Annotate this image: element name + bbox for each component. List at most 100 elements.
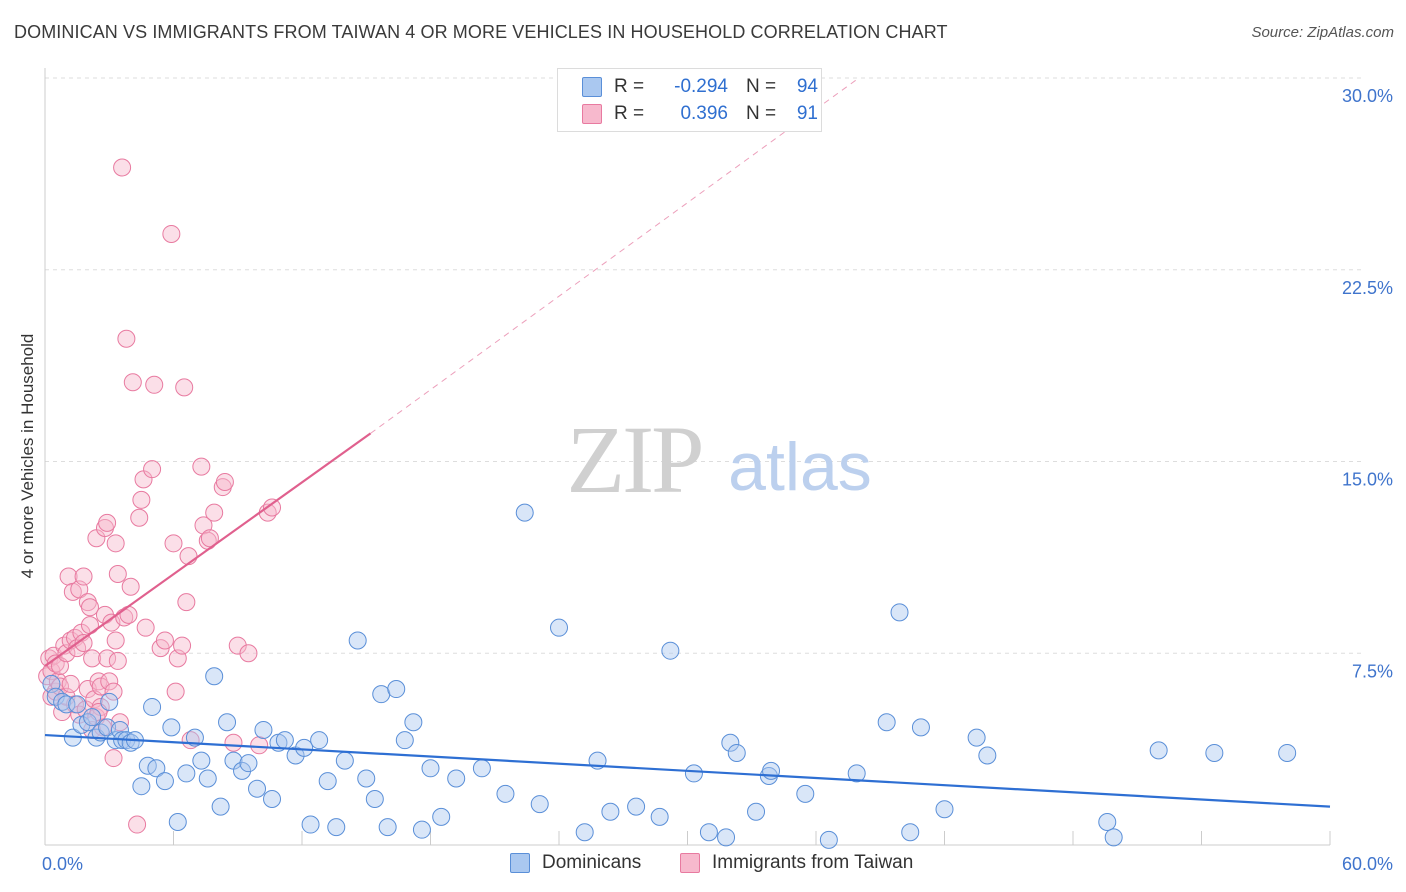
data-point-taiwan	[192, 457, 211, 476]
y-tick-label: 15.0%	[1342, 470, 1393, 490]
legend-r-value: 0.396	[680, 103, 728, 124]
data-point-taiwan	[239, 644, 258, 663]
data-point-taiwan	[128, 815, 147, 834]
data-point-dominicans	[263, 789, 282, 808]
data-point-taiwan	[132, 490, 151, 509]
data-point-dominicans	[650, 807, 669, 826]
data-point-dominicans	[335, 751, 354, 770]
data-point-dominicans	[530, 795, 549, 814]
data-point-taiwan	[83, 649, 102, 668]
data-point-dominicans	[177, 764, 196, 783]
chart-title: DOMINICAN VS IMMIGRANTS FROM TAIWAN 4 OR…	[14, 22, 948, 42]
data-point-dominicans	[717, 828, 736, 847]
y-tick-label: 22.5%	[1342, 278, 1393, 298]
data-point-taiwan	[143, 460, 162, 479]
data-point-dominicans	[515, 503, 534, 522]
data-point-dominicans	[627, 797, 646, 816]
data-point-dominicans	[472, 759, 491, 778]
data-point-dominicans	[1098, 812, 1117, 831]
data-point-taiwan	[166, 682, 185, 701]
grid-lines	[45, 77, 1365, 654]
data-point-taiwan	[108, 564, 127, 583]
data-point-dominicans	[357, 769, 376, 788]
data-point-taiwan	[100, 672, 119, 691]
legend-label-dominicans: Dominicans	[542, 852, 642, 873]
data-point-taiwan	[106, 534, 125, 553]
legend-n-value: 91	[796, 103, 818, 124]
data-point-taiwan	[123, 373, 142, 392]
data-point-taiwan	[173, 636, 192, 655]
trend-line-dominicans	[44, 733, 1331, 808]
data-point-taiwan	[162, 224, 181, 243]
data-point-dominicans	[254, 720, 273, 739]
data-point-taiwan	[224, 733, 243, 752]
data-point-dominicans	[295, 738, 314, 757]
data-point-taiwan	[175, 378, 194, 397]
data-point-dominicans	[575, 823, 594, 842]
data-point-dominicans	[847, 764, 866, 783]
legend-label-taiwan: Immigrants from Taiwan	[712, 852, 914, 873]
series-legend: Dominicans Immigrants from Taiwan	[0, 852, 1406, 878]
source-label: Source: ZipAtlas.com	[1251, 24, 1394, 41]
legend-row-taiwan: R = 0.396 N = 91	[582, 101, 818, 127]
data-point-dominicans	[318, 772, 337, 791]
data-point-dominicans	[935, 800, 954, 819]
data-point-dominicans	[372, 685, 391, 704]
data-point-taiwan	[155, 631, 174, 650]
data-point-dominicans	[147, 759, 166, 778]
y-tick-label: 30.0%	[1342, 86, 1393, 106]
data-point-dominicans	[211, 797, 230, 816]
data-point-taiwan	[136, 618, 155, 637]
data-point-dominicans	[661, 641, 680, 660]
y-tick-label: 7.5%	[1352, 661, 1393, 681]
data-point-taiwan	[98, 513, 117, 532]
x-tick-label-min: 0.0%	[42, 854, 83, 874]
data-point-dominicans	[143, 697, 162, 716]
data-point-taiwan	[80, 598, 99, 617]
data-point-dominicans	[550, 618, 568, 637]
data-point-dominicans	[796, 784, 815, 803]
data-point-dominicans	[721, 733, 740, 752]
data-point-taiwan	[177, 593, 196, 612]
data-point-dominicans	[155, 772, 174, 791]
data-point-dominicans	[301, 815, 320, 834]
data-point-taiwan	[263, 498, 282, 517]
data-point-taiwan	[130, 508, 149, 527]
legend-item-taiwan[interactable]: Immigrants from Taiwan	[680, 852, 913, 874]
data-point-dominicans	[447, 769, 466, 788]
legend-swatch-pink	[582, 104, 602, 124]
data-point-dominicans	[978, 746, 997, 765]
data-point-taiwan	[108, 651, 127, 670]
data-point-dominicans	[877, 713, 896, 732]
data-point-dominicans	[168, 812, 187, 831]
legend-r-label: R =	[614, 76, 645, 97]
data-point-taiwan	[119, 605, 138, 624]
data-point-dominicans	[890, 603, 909, 622]
data-point-dominicans	[68, 695, 87, 714]
legend-n-value: 94	[796, 76, 818, 97]
data-point-dominicans	[239, 754, 258, 773]
data-point-dominicans	[185, 728, 204, 747]
data-point-dominicans	[747, 802, 766, 821]
data-point-dominicans	[496, 784, 515, 803]
trend-line-taiwan	[44, 432, 372, 667]
data-point-taiwan	[74, 567, 93, 586]
legend-row-dominicans: R = -0.294 N = 94	[582, 74, 818, 100]
data-point-dominicans	[1205, 743, 1224, 762]
data-point-dominicans	[348, 631, 367, 650]
data-point-dominicans	[162, 718, 181, 737]
data-point-taiwan	[98, 649, 117, 668]
data-point-dominicans	[819, 830, 838, 849]
points-dominicans	[42, 503, 1297, 849]
correlation-legend: R = -0.294 N = 94 R = 0.396 N = 91	[557, 68, 822, 132]
data-point-taiwan	[179, 547, 198, 566]
legend-r-label: R =	[614, 103, 645, 124]
data-point-dominicans	[248, 779, 267, 798]
legend-item-dominicans[interactable]: Dominicans	[510, 852, 641, 874]
data-point-dominicans	[192, 751, 211, 770]
data-point-dominicans	[198, 769, 217, 788]
points-taiwan	[38, 158, 282, 834]
x-tick-label-max: 60.0%	[1342, 854, 1393, 874]
legend-swatch-blue	[582, 77, 602, 97]
